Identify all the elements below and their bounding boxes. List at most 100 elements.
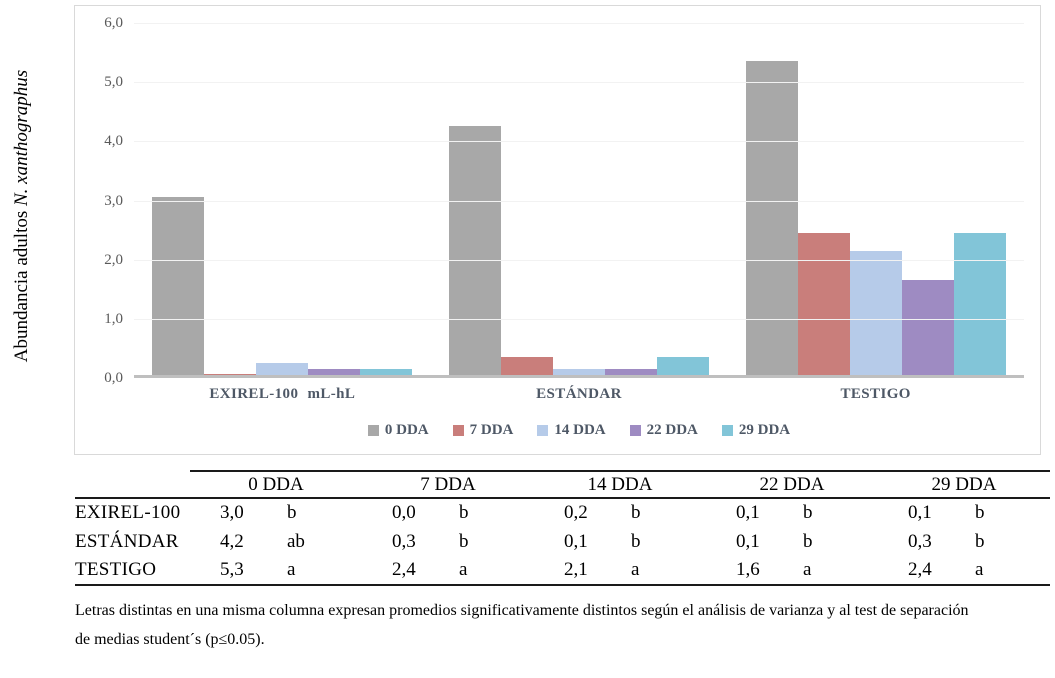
legend-item: 0 DDA xyxy=(367,422,429,439)
footnote-line: Letras distintas en una misma columna ex… xyxy=(75,602,969,619)
legend-item: 22 DDA xyxy=(629,422,698,439)
bar-0-dda xyxy=(152,197,205,375)
y-tick-label: 0,0 xyxy=(104,370,123,386)
x-category-label: ESTÁNDAR xyxy=(536,386,622,402)
significance-cell: b xyxy=(803,502,813,523)
bar-0-dda xyxy=(745,61,798,375)
value-cell: 2,4 xyxy=(362,556,439,586)
y-tick-label: 4,0 xyxy=(104,133,123,149)
row-label-cell: EXIREL-100 xyxy=(75,502,181,523)
y-gridline xyxy=(134,82,1024,83)
significance-cell: b xyxy=(803,530,813,552)
value-cell: 0,2 xyxy=(564,502,588,523)
bar-22-dda xyxy=(901,280,954,375)
table-header-cell: 0 DDA xyxy=(190,470,362,499)
y-tick-label: 2,0 xyxy=(104,252,123,268)
y-gridline xyxy=(134,201,1024,202)
bar-7-dda xyxy=(501,357,553,375)
y-gridline xyxy=(134,23,1024,24)
bar-group xyxy=(134,23,431,375)
y-gridline xyxy=(134,141,1024,142)
significance-cell: ab xyxy=(287,530,305,552)
value-cell: 5,3 xyxy=(190,556,267,586)
table-row: TESTIGO 5,3 a 2,4 a 2,1 a 1,6 a 2,4 a xyxy=(75,556,1050,586)
row-label-cell: TESTIGO xyxy=(75,556,190,586)
value-cell: 2,4 xyxy=(878,556,955,586)
legend-swatch xyxy=(629,425,641,436)
value-cell: 3,0 xyxy=(220,502,244,523)
bar-14-dda xyxy=(849,251,902,375)
bar-29-dda xyxy=(657,357,709,375)
y-tick-label: 1,0 xyxy=(104,311,123,327)
significance-cell: b xyxy=(975,530,985,552)
bar-7-dda xyxy=(797,233,850,375)
y-axis-title-text: Abundancia adultos xyxy=(11,206,32,363)
x-category-label: EXIREL-100 mL-hL xyxy=(209,386,356,402)
legend-label: 7 DDA xyxy=(469,422,514,438)
significance-cell: a xyxy=(439,556,534,586)
significance-cell: b xyxy=(975,502,985,523)
table-header-row: 0 DDA 7 DDA 14 DDA 22 DDA 29 DDA xyxy=(75,470,1050,499)
x-axis-categories: EXIREL-100 mL-hL ESTÁNDAR TESTIGO xyxy=(134,386,1024,403)
significance-cell: a xyxy=(611,556,706,586)
value-cell: 1,6 xyxy=(706,556,783,586)
y-axis-title-species: N. xanthographus xyxy=(11,69,32,206)
y-tick-label: 5,0 xyxy=(104,74,123,90)
value-cell: 0,0 xyxy=(392,502,416,523)
significance-cell: a xyxy=(267,556,362,586)
value-cell: 0,3 xyxy=(908,530,932,552)
chart-panel: 6,0 5,0 4,0 3,0 2,0 1,0 0,0 EXIREL-100 mL-hL ES… xyxy=(74,5,1041,455)
y-tick-label: 3,0 xyxy=(104,193,123,209)
value-cell: 0,1 xyxy=(908,502,932,523)
table-header-cell: 14 DDA xyxy=(534,470,706,499)
bar-29-dda xyxy=(360,369,413,375)
legend-item: 7 DDA xyxy=(452,422,514,439)
bar-14-dda xyxy=(553,369,605,375)
legend-label: 14 DDA xyxy=(554,422,606,438)
significance-cell: a xyxy=(783,556,878,586)
footnote: Letras distintas en una misma columna ex… xyxy=(75,596,1055,654)
bar-0-dda xyxy=(449,126,501,375)
results-table: 0 DDA 7 DDA 14 DDA 22 DDA 29 DDA EXIREL-100 3… xyxy=(75,470,1050,586)
table-header-cell: 29 DDA xyxy=(878,470,1050,499)
legend-item: 29 DDA xyxy=(721,422,791,439)
value-cell: 0,1 xyxy=(736,502,760,523)
table-row: EXIREL-100 3,0 b 0,0 b 0,2 b 0,1 b 0,1 b xyxy=(75,498,1050,527)
significance-cell: b xyxy=(631,530,641,552)
legend-swatch xyxy=(452,425,464,436)
table-header-cell: 7 DDA xyxy=(362,470,534,499)
legend-swatch xyxy=(367,425,379,436)
value-cell: 2,1 xyxy=(534,556,611,586)
table-row: ESTÁNDAR 4,2 ab 0,3 b 0,1 b 0,1 b 0,3 b xyxy=(75,527,1050,556)
table-header-cell: 22 DDA xyxy=(706,470,878,499)
legend-item: 14 DDA xyxy=(537,422,606,439)
value-cell: 4,2 xyxy=(220,530,244,552)
bar-22-dda xyxy=(605,369,657,375)
y-tick-label: 6,0 xyxy=(104,15,123,31)
footnote-line: de medias student´s (p≤0.05). xyxy=(75,631,265,648)
significance-cell: a xyxy=(955,556,1050,586)
y-gridline xyxy=(134,260,1024,261)
legend-swatch xyxy=(537,425,549,436)
legend: 0 DDA 7 DDA 14 DDA 22 DDA 29 DDA xyxy=(134,422,1024,439)
y-axis-title: Abundancia adultos N. xanthographus xyxy=(11,46,37,386)
plot-area xyxy=(134,23,1024,378)
legend-label: 22 DDA xyxy=(646,422,698,438)
bar-22-dda xyxy=(308,369,361,375)
x-category-label: TESTIGO xyxy=(840,386,911,402)
significance-cell: b xyxy=(459,530,469,552)
bar-29-dda xyxy=(953,233,1006,375)
legend-label: 29 DDA xyxy=(738,422,791,438)
significance-cell: b xyxy=(459,502,469,523)
value-cell: 0,1 xyxy=(736,530,760,552)
bar-14-dda xyxy=(256,363,309,375)
row-label-cell: ESTÁNDAR xyxy=(75,530,179,552)
significance-cell: b xyxy=(631,502,641,523)
value-cell: 0,3 xyxy=(392,530,416,552)
y-gridline xyxy=(134,319,1024,320)
value-cell: 0,1 xyxy=(564,530,588,552)
bar-7-dda xyxy=(204,374,257,375)
table-corner-cell xyxy=(75,471,190,499)
legend-label: 0 DDA xyxy=(384,422,429,438)
